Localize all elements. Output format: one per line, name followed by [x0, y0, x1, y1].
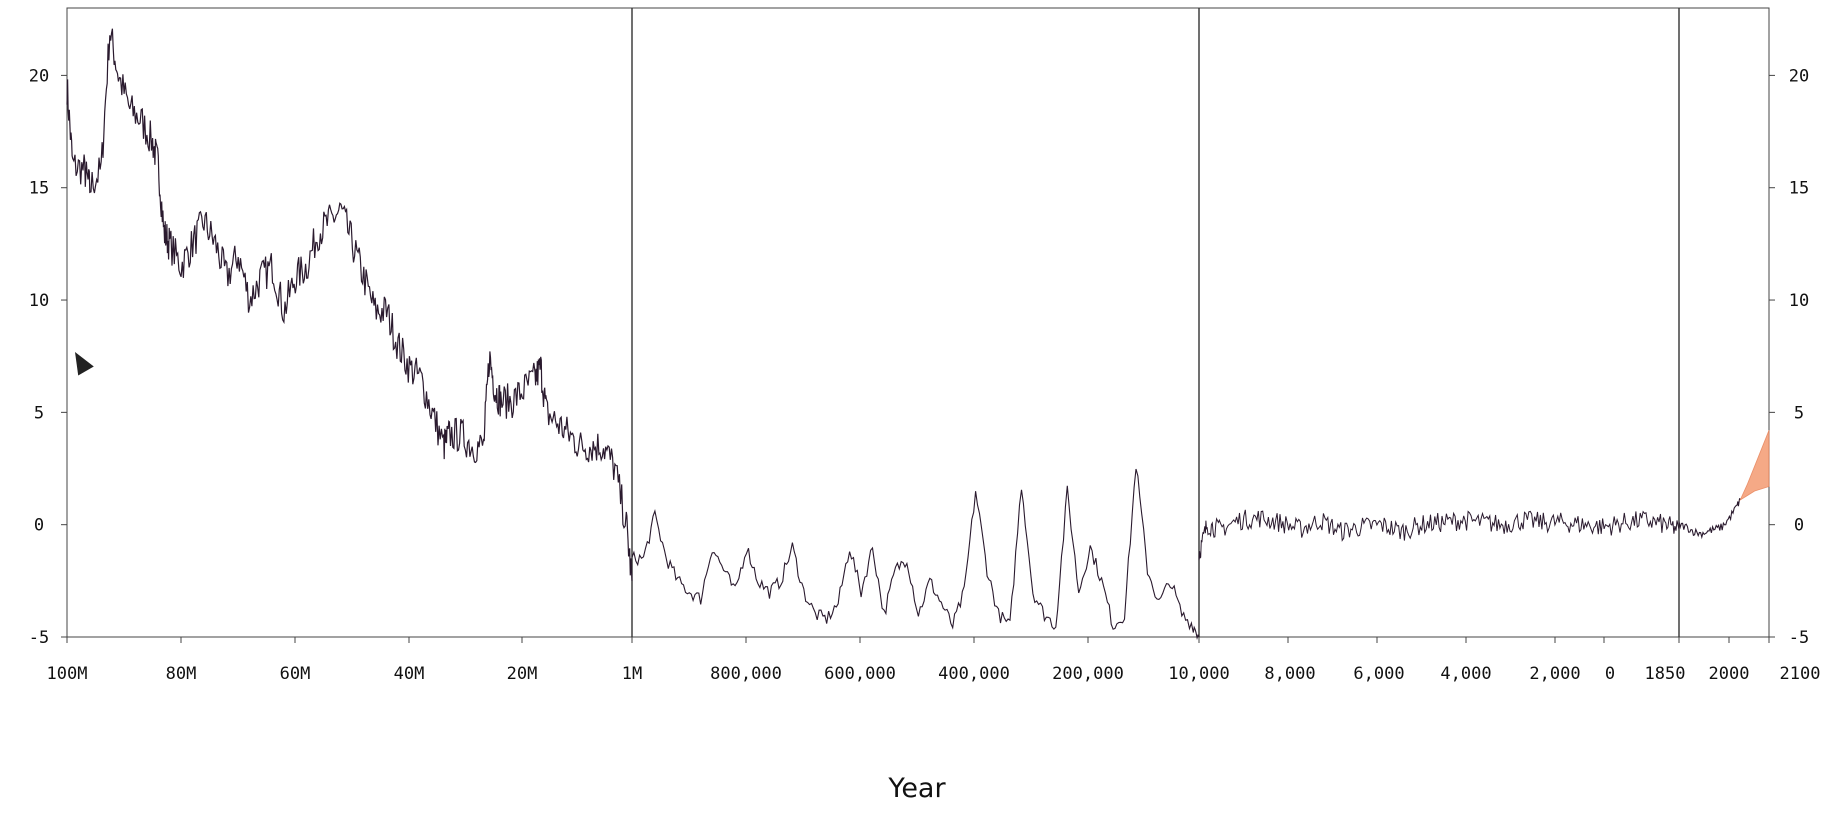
- y-tick-label-left: -5: [29, 628, 49, 648]
- x-tick-label: 2000: [1709, 664, 1750, 684]
- x-tick-label: 6,000: [1353, 664, 1404, 684]
- y-tick-label-right: 5: [1794, 403, 1804, 423]
- y-axis-right: -5 0 5 10 15 20: [1769, 66, 1809, 648]
- series-line-100m-1m: [66, 28, 633, 581]
- x-tick-label: 2100: [1780, 664, 1821, 684]
- x-tick-label: 2,000: [1529, 664, 1580, 684]
- y-tick-label-left: 0: [34, 516, 44, 536]
- panel-dividers: [631, 8, 1680, 637]
- y-tick-label-right: -5: [1789, 628, 1809, 648]
- y-tick-label-right: 20: [1789, 66, 1809, 86]
- y-tick-label-right: 15: [1789, 179, 1809, 199]
- plot-border: [66, 7, 1770, 638]
- y-tick-label-left: 15: [29, 179, 49, 199]
- x-axis: 100M 80M 60M 40M 20M 1M 800,000 600,000 400,000 2…: [47, 637, 1821, 684]
- y-tick-label-left: 10: [29, 291, 49, 311]
- x-tick-label: 60M: [280, 664, 311, 684]
- series-group: [66, 28, 1770, 641]
- x-tick-label: 400,000: [938, 664, 1010, 684]
- x-tick-label: 40M: [394, 664, 425, 684]
- x-tick-label: 10,000: [1168, 664, 1229, 684]
- x-tick-label: 800,000: [710, 664, 782, 684]
- plot-frame: [66, 7, 1770, 638]
- y-tick-label-left: 20: [29, 66, 49, 86]
- x-axis-label: Year: [887, 773, 946, 804]
- series-line-10k-1850: [1198, 509, 1680, 561]
- x-tick-label: 0: [1605, 664, 1615, 684]
- x-tick-label: 80M: [166, 664, 197, 684]
- x-tick-label: 100M: [47, 664, 88, 684]
- y-axis-left: -5 0 5 10 15 20: [29, 66, 67, 648]
- x-tick-label: 1M: [622, 664, 642, 684]
- x-tick-label: 8,000: [1264, 664, 1315, 684]
- x-tick-label: 20M: [507, 664, 538, 684]
- x-tick-label: 600,000: [824, 664, 896, 684]
- x-tick-label: 200,000: [1052, 664, 1124, 684]
- x-tick-label: 4,000: [1440, 664, 1491, 684]
- projection-band: [1739, 430, 1770, 502]
- y-tick-label-right: 0: [1794, 516, 1804, 536]
- series-line-1m-10k: [631, 468, 1200, 641]
- series-line-1850-2100: [1678, 498, 1741, 540]
- y-tick-label-right: 10: [1789, 291, 1809, 311]
- x-tick-label: 1850: [1645, 664, 1686, 684]
- y-tick-label-left: 5: [34, 403, 44, 423]
